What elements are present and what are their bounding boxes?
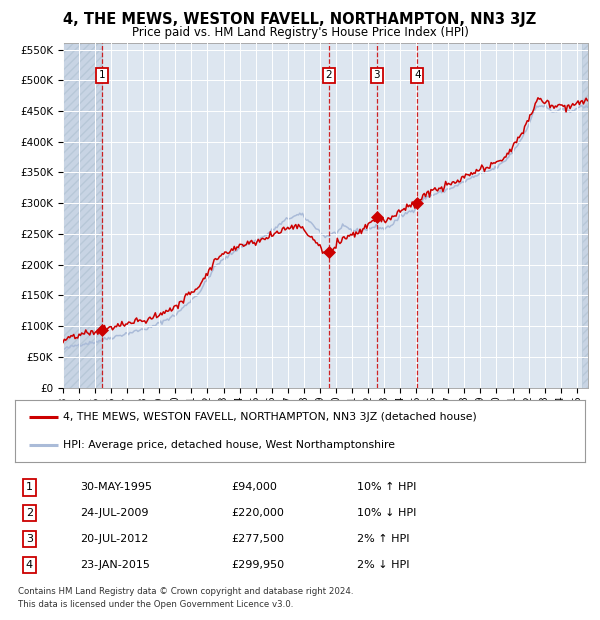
Text: HPI: Average price, detached house, West Northamptonshire: HPI: Average price, detached house, West… xyxy=(64,440,395,450)
Text: £299,950: £299,950 xyxy=(232,560,285,570)
Text: 3: 3 xyxy=(26,534,33,544)
Text: 1: 1 xyxy=(26,482,33,492)
Text: 2: 2 xyxy=(326,70,332,81)
Text: 4: 4 xyxy=(26,560,33,570)
Text: 1: 1 xyxy=(98,70,105,81)
Bar xyxy=(581,43,588,388)
Text: £220,000: £220,000 xyxy=(232,508,284,518)
Text: £94,000: £94,000 xyxy=(232,482,277,492)
Text: 2: 2 xyxy=(26,508,33,518)
Text: 24-JUL-2009: 24-JUL-2009 xyxy=(80,508,149,518)
Text: Price paid vs. HM Land Registry's House Price Index (HPI): Price paid vs. HM Land Registry's House … xyxy=(131,26,469,39)
Text: £277,500: £277,500 xyxy=(232,534,284,544)
Text: Contains HM Land Registry data © Crown copyright and database right 2024.: Contains HM Land Registry data © Crown c… xyxy=(18,587,353,596)
Text: 3: 3 xyxy=(374,70,380,81)
Text: 4, THE MEWS, WESTON FAVELL, NORTHAMPTON, NN3 3JZ: 4, THE MEWS, WESTON FAVELL, NORTHAMPTON,… xyxy=(64,12,536,27)
Bar xyxy=(63,43,101,388)
Text: 4, THE MEWS, WESTON FAVELL, NORTHAMPTON, NN3 3JZ (detached house): 4, THE MEWS, WESTON FAVELL, NORTHAMPTON,… xyxy=(64,412,477,422)
Text: 23-JAN-2015: 23-JAN-2015 xyxy=(80,560,151,570)
Text: 2% ↓ HPI: 2% ↓ HPI xyxy=(357,560,409,570)
Text: 10% ↑ HPI: 10% ↑ HPI xyxy=(357,482,416,492)
Text: This data is licensed under the Open Government Licence v3.0.: This data is licensed under the Open Gov… xyxy=(18,600,293,609)
Text: 10% ↓ HPI: 10% ↓ HPI xyxy=(357,508,416,518)
Text: 4: 4 xyxy=(414,70,421,81)
Text: 20-JUL-2012: 20-JUL-2012 xyxy=(80,534,149,544)
Text: 2% ↑ HPI: 2% ↑ HPI xyxy=(357,534,409,544)
Text: 30-MAY-1995: 30-MAY-1995 xyxy=(80,482,152,492)
